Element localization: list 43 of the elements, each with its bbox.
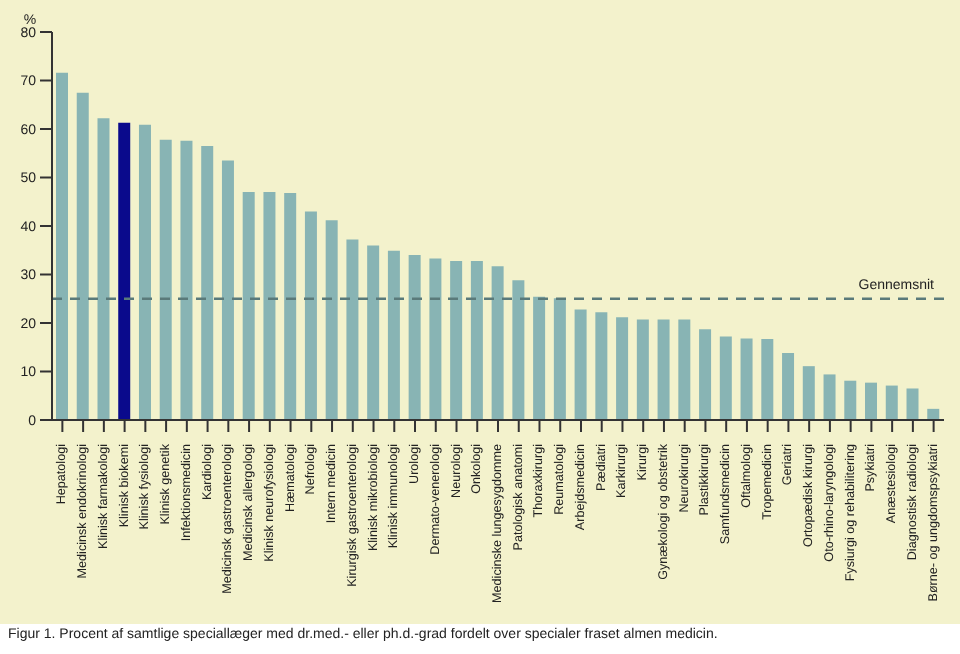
bar — [574, 309, 587, 420]
bar — [201, 145, 214, 420]
bar — [97, 118, 110, 420]
bar — [221, 160, 234, 420]
bar — [284, 193, 297, 420]
bar — [761, 339, 774, 420]
bar — [678, 319, 691, 420]
bar — [76, 92, 89, 420]
bar — [118, 122, 131, 420]
bar — [346, 239, 359, 420]
bar — [367, 245, 380, 420]
bar — [242, 192, 255, 420]
bar — [408, 255, 421, 420]
bar — [429, 258, 442, 420]
bar — [636, 319, 649, 420]
bar — [719, 336, 732, 420]
bar — [802, 366, 815, 420]
bar — [865, 382, 878, 420]
bar — [906, 388, 919, 420]
bar — [657, 319, 670, 420]
bar — [325, 220, 338, 420]
bar — [138, 124, 151, 420]
bar — [844, 380, 857, 420]
bar — [782, 353, 795, 420]
bar — [616, 317, 629, 420]
bar — [159, 139, 172, 420]
bar — [699, 329, 712, 420]
bar — [740, 338, 753, 420]
bar — [387, 250, 400, 420]
bar — [450, 260, 463, 420]
bar — [470, 260, 483, 420]
bar — [512, 280, 525, 420]
bar — [885, 385, 898, 420]
bar — [491, 266, 504, 420]
bar — [533, 296, 546, 420]
bar — [927, 408, 940, 420]
bar — [553, 298, 566, 420]
bar — [180, 140, 193, 420]
bar — [823, 374, 836, 420]
bar — [304, 211, 317, 420]
bar — [595, 312, 608, 420]
bar — [56, 72, 68, 420]
bar — [263, 192, 276, 420]
